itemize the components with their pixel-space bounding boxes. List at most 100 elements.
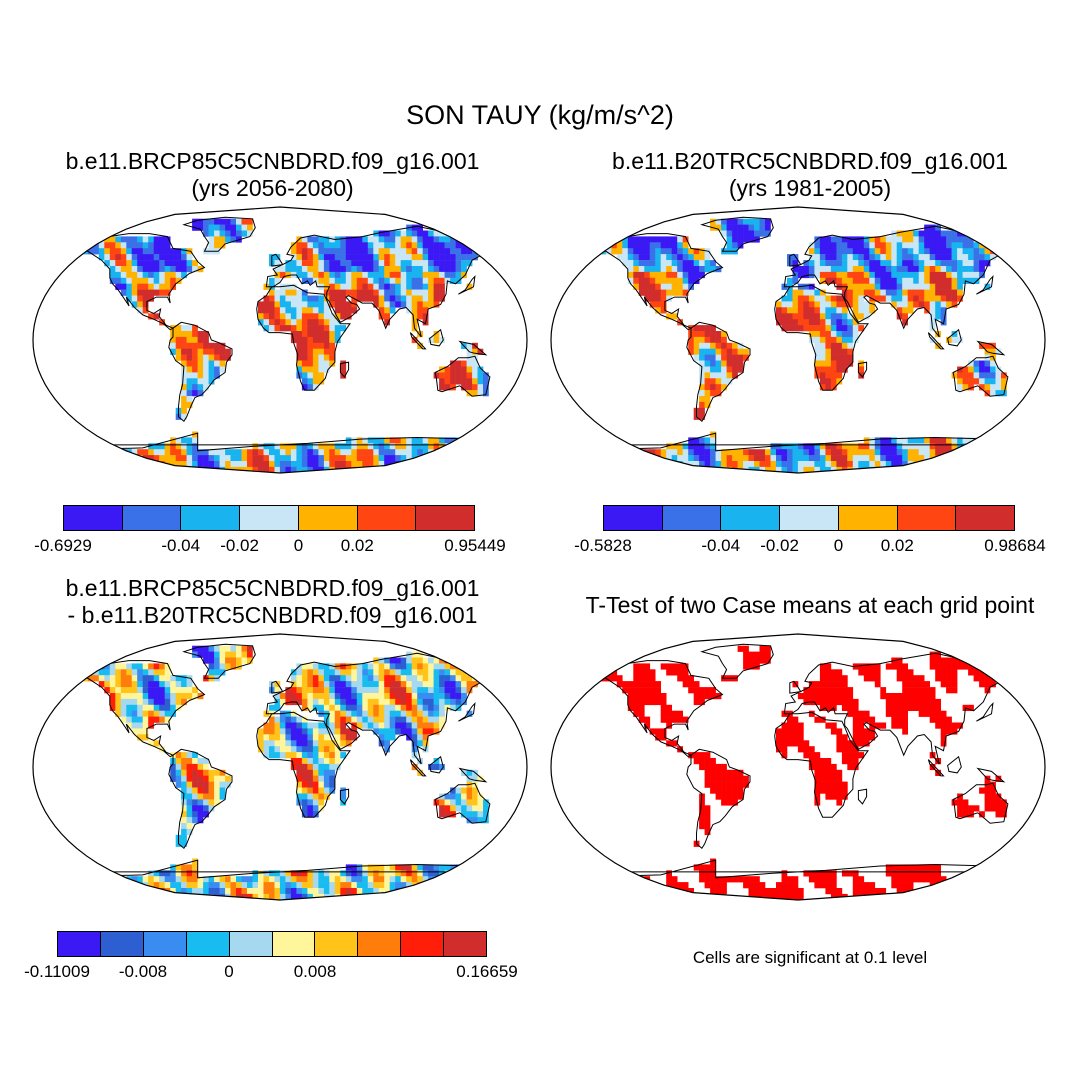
grid-cell <box>638 283 645 290</box>
grid-cell <box>65 893 72 900</box>
grid-cell <box>940 236 947 243</box>
grid-cell <box>583 461 590 468</box>
grid-cell <box>384 307 390 314</box>
grid-cell <box>984 799 991 806</box>
grid-cell <box>792 722 799 729</box>
coastline-japan <box>976 275 994 295</box>
grid-cell <box>682 271 689 279</box>
grid-cell <box>142 669 149 676</box>
grid-cell <box>373 681 380 688</box>
grid-cell <box>318 663 325 670</box>
grid-cell <box>181 681 187 688</box>
grid-cell <box>307 728 314 735</box>
grid-cell <box>655 698 661 706</box>
grid-cell <box>688 342 694 349</box>
grid-cell <box>444 466 451 473</box>
grid-cell <box>880 449 887 456</box>
grid-cell <box>312 254 319 261</box>
grid-cell <box>428 693 434 700</box>
grid-cell <box>699 870 705 877</box>
grid-cell <box>863 271 870 279</box>
grid-cell <box>819 378 826 385</box>
grid-cell <box>918 254 925 261</box>
grid-cell <box>334 466 341 473</box>
grid-cell <box>98 882 105 889</box>
grid-cell <box>990 254 996 261</box>
grid-cell <box>450 449 456 456</box>
grid-cell <box>389 301 396 308</box>
grid-cell <box>655 277 661 284</box>
grid-cell <box>968 271 974 279</box>
grid-cell <box>439 716 445 723</box>
grid-cell <box>433 461 440 468</box>
grid-cell <box>715 354 722 361</box>
grid-cell <box>754 461 760 468</box>
grid-cell <box>153 466 160 473</box>
grid-cell <box>384 663 390 670</box>
grid-cell <box>819 769 826 776</box>
grid-cell <box>494 236 500 243</box>
grid-cell <box>181 823 187 830</box>
grid-cell <box>384 722 390 729</box>
grid-cell <box>605 236 612 243</box>
grid-cell <box>395 716 401 723</box>
grid-cell <box>323 443 330 450</box>
grid-cell <box>323 348 330 355</box>
grid-cell <box>556 870 563 877</box>
grid-cell <box>378 277 385 284</box>
grid-cell <box>87 893 94 900</box>
grid-cell <box>450 787 456 794</box>
grid-cell <box>830 449 837 456</box>
grid-cell <box>159 242 165 249</box>
grid-cell <box>384 455 390 462</box>
grid-cell <box>439 763 445 771</box>
grid-cell <box>578 248 585 255</box>
grid-cell <box>395 893 401 900</box>
coastline-australia <box>434 355 491 397</box>
grid-cell <box>797 295 804 302</box>
grid-cell <box>902 295 908 302</box>
grid-cell <box>472 242 478 249</box>
grid-cell <box>918 449 925 456</box>
grid-cell <box>455 372 462 379</box>
grid-cell <box>411 283 418 290</box>
grid-cell <box>995 455 1002 462</box>
grid-cell <box>1012 663 1018 670</box>
grid-cell <box>428 443 434 450</box>
grid-cell <box>345 248 352 255</box>
grid-cell <box>312 271 319 279</box>
grid-cell <box>137 301 143 308</box>
grid-cell <box>644 669 651 676</box>
grid-cell <box>819 675 826 682</box>
grid-cell <box>611 449 618 456</box>
grid-cell <box>170 876 176 883</box>
grid-cell <box>389 675 396 682</box>
grid-cell <box>957 461 963 468</box>
grid-cell <box>516 888 522 895</box>
grid-cell <box>428 230 434 237</box>
grid-cell <box>973 260 980 267</box>
grid-cell <box>345 876 352 883</box>
grid-cell <box>477 366 484 373</box>
grid-cell <box>677 277 683 284</box>
grid-cell <box>721 342 727 349</box>
grid-cell <box>488 663 495 670</box>
grid-cell <box>721 366 727 373</box>
grid-cell <box>726 876 733 883</box>
grid-cell <box>417 876 423 883</box>
grid-cell <box>329 295 336 302</box>
grid-cell <box>649 669 656 676</box>
grid-cell <box>87 461 94 468</box>
grid-cell <box>192 793 198 800</box>
grid-cell <box>814 366 821 373</box>
grid-cell <box>682 242 689 249</box>
grid-cell <box>957 466 963 473</box>
grid-cell <box>477 372 484 379</box>
grid-cell <box>472 817 478 824</box>
grid-cell <box>499 675 506 682</box>
grid-cell <box>472 799 478 806</box>
grid-cell <box>422 266 429 273</box>
grid-cell <box>902 443 908 450</box>
grid-cell <box>510 455 517 462</box>
grid-cell <box>704 331 711 338</box>
